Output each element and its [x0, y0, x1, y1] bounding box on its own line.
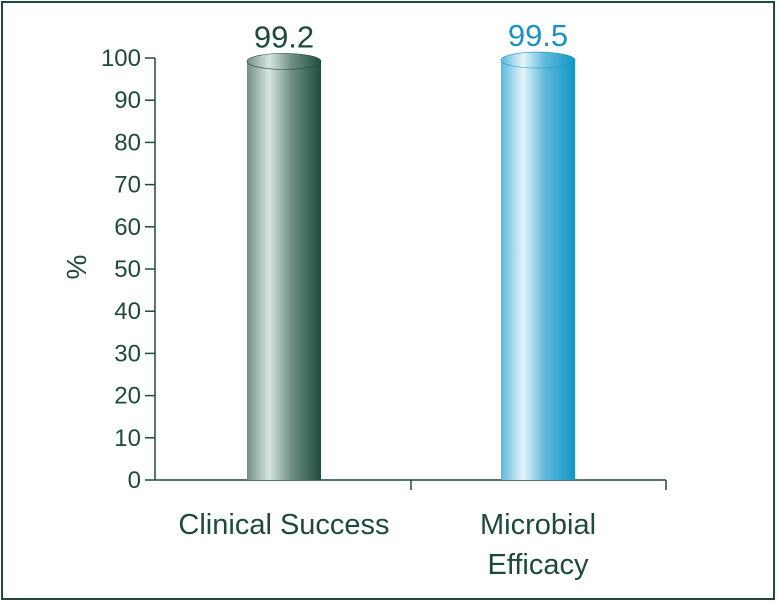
y-tick-label: 0 [128, 467, 141, 494]
bar-top [246, 53, 322, 70]
bar-top [500, 51, 576, 69]
y-tick-label: 90 [114, 87, 141, 114]
y-tick-label: 60 [114, 214, 141, 241]
x-tick-label: Efficacy [487, 549, 589, 581]
y-tick-label: 20 [114, 383, 141, 410]
y-tick-label: 40 [114, 298, 141, 325]
y-tick-label: 100 [101, 45, 141, 72]
x-tick-label: Clinical Success [178, 509, 389, 541]
x-tick-label: Microbial [480, 509, 596, 541]
labels: 99.2 Clinical Success 99.5 Microbial Efficac… [178, 18, 596, 581]
bar-clinical-success [247, 61, 321, 480]
data-label: 99.2 [254, 19, 314, 54]
x-axis [155, 479, 667, 490]
y-axis: 0 10 20 30 40 50 60 70 80 90 100 [101, 45, 156, 494]
y-tick-label: 50 [114, 256, 141, 283]
y-axis-label: % [61, 255, 92, 280]
bar-microbial-efficacy [501, 60, 575, 481]
y-tick-label: 80 [114, 129, 141, 156]
y-tick-label: 70 [114, 172, 141, 199]
data-label: 99.5 [508, 18, 568, 53]
y-tick-label: 30 [114, 340, 141, 367]
bars [246, 51, 576, 481]
y-tick-label: 10 [114, 425, 141, 452]
